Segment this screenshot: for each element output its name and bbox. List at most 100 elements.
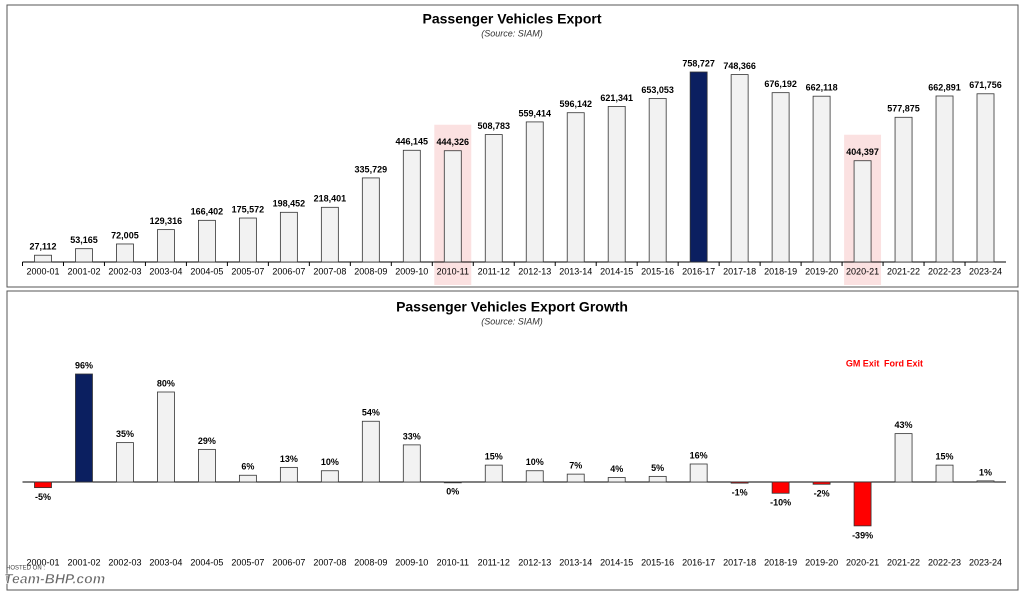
value-label: 15%	[485, 452, 503, 462]
bar	[976, 480, 995, 483]
x-tick-label: 2021-22	[887, 557, 920, 567]
x-tick-label: 2016-17	[682, 557, 715, 567]
value-label: 446,145	[396, 137, 429, 147]
panel-frame	[6, 290, 1019, 591]
value-label: -5%	[35, 492, 51, 502]
x-tick-label: 2018-19	[764, 557, 797, 567]
bar	[443, 481, 462, 484]
bar	[361, 420, 380, 483]
x-tick-label: 2014-15	[600, 557, 633, 567]
value-label: 33%	[403, 431, 421, 441]
bar	[116, 243, 134, 263]
value-label: 508,783	[477, 121, 510, 131]
value-label: 596,142	[559, 99, 592, 109]
value-label: 15%	[936, 452, 954, 462]
value-label: 72,005	[111, 230, 139, 240]
x-tick-label: 2006-07	[272, 266, 305, 276]
value-label: 662,118	[806, 83, 838, 93]
x-tick-label: 2014-15	[600, 266, 633, 276]
bar	[812, 95, 831, 263]
watermark: Team-BHP.com	[4, 571, 105, 587]
value-label: 758,727	[682, 58, 715, 68]
bar	[320, 470, 339, 483]
x-tick-label: 2015-16	[641, 557, 674, 567]
x-tick-label: 2017-18	[723, 557, 756, 567]
bar	[566, 473, 585, 483]
x-tick-label: 2003-04	[149, 557, 182, 567]
bar	[935, 95, 954, 263]
x-tick-label: 2022-23	[928, 266, 961, 276]
bar	[116, 442, 134, 483]
bar	[34, 254, 52, 263]
bar	[771, 92, 790, 263]
value-label: 10%	[526, 457, 544, 467]
bar	[525, 470, 544, 483]
chart-title: Passenger Vehicles Export	[423, 11, 602, 27]
bar	[648, 475, 667, 483]
bar	[894, 433, 913, 483]
bar	[361, 177, 380, 263]
x-tick-label: 2012-13	[518, 266, 551, 276]
x-tick-label: 2013-14	[559, 266, 592, 276]
value-label: 218,401	[314, 194, 347, 204]
bar	[484, 134, 503, 263]
value-label: 53,165	[70, 235, 98, 245]
x-tick-label: 2023-24	[969, 557, 1002, 567]
bar	[75, 248, 93, 263]
value-label: 35%	[116, 429, 134, 439]
x-tick-label: 2008-09	[354, 557, 387, 567]
value-label: -39%	[852, 530, 873, 540]
bar	[689, 71, 708, 263]
x-tick-label: 2010-11	[437, 266, 469, 276]
value-label: 96%	[75, 360, 93, 370]
bar	[730, 74, 749, 263]
bar	[279, 211, 298, 263]
bar	[157, 229, 175, 263]
x-tick-label: 2017-18	[723, 266, 756, 276]
x-tick-label: 2016-17	[682, 266, 715, 276]
value-label: 4%	[610, 464, 623, 474]
value-label: -1%	[732, 488, 748, 498]
value-label: 0%	[446, 486, 459, 496]
bar	[689, 463, 708, 483]
x-tick-label: 2019-20	[805, 557, 838, 567]
value-label: -2%	[814, 489, 830, 499]
bar	[402, 444, 421, 483]
value-label: 10%	[321, 457, 339, 467]
value-label: 653,053	[641, 85, 674, 95]
bar	[157, 391, 175, 483]
value-label: 175,572	[232, 204, 265, 214]
value-label: 166,402	[191, 207, 224, 217]
bar	[566, 112, 585, 263]
value-label: 662,891	[928, 82, 961, 92]
value-label: 577,875	[887, 104, 920, 114]
x-tick-label: 2004-05	[190, 266, 223, 276]
x-tick-label: 2010-11	[437, 557, 469, 567]
value-label: 16%	[690, 450, 708, 460]
x-tick-label: 2022-23	[928, 557, 961, 567]
value-label: 335,729	[355, 164, 388, 174]
x-tick-label: 2001-02	[67, 266, 100, 276]
value-label: 444,326	[437, 137, 470, 147]
bar	[607, 477, 626, 483]
x-tick-label: 2004-05	[190, 557, 223, 567]
bar	[935, 464, 954, 483]
bar	[34, 481, 52, 489]
bar	[484, 464, 503, 483]
x-tick-label: 2003-04	[149, 266, 182, 276]
x-tick-label: 2001-02	[67, 557, 100, 567]
bar	[648, 98, 667, 263]
x-tick-label: 2000-01	[26, 557, 59, 567]
x-tick-label: 2011-12	[478, 266, 510, 276]
value-label: 671,756	[969, 80, 1002, 90]
bar	[607, 106, 626, 263]
value-label: 1%	[979, 467, 992, 477]
bar	[853, 481, 872, 527]
x-tick-label: 2002-03	[108, 266, 141, 276]
bar	[976, 93, 995, 263]
value-label: -10%	[770, 498, 791, 508]
bar	[320, 206, 339, 263]
value-label: 43%	[895, 420, 913, 430]
x-tick-label: 2018-19	[764, 266, 797, 276]
